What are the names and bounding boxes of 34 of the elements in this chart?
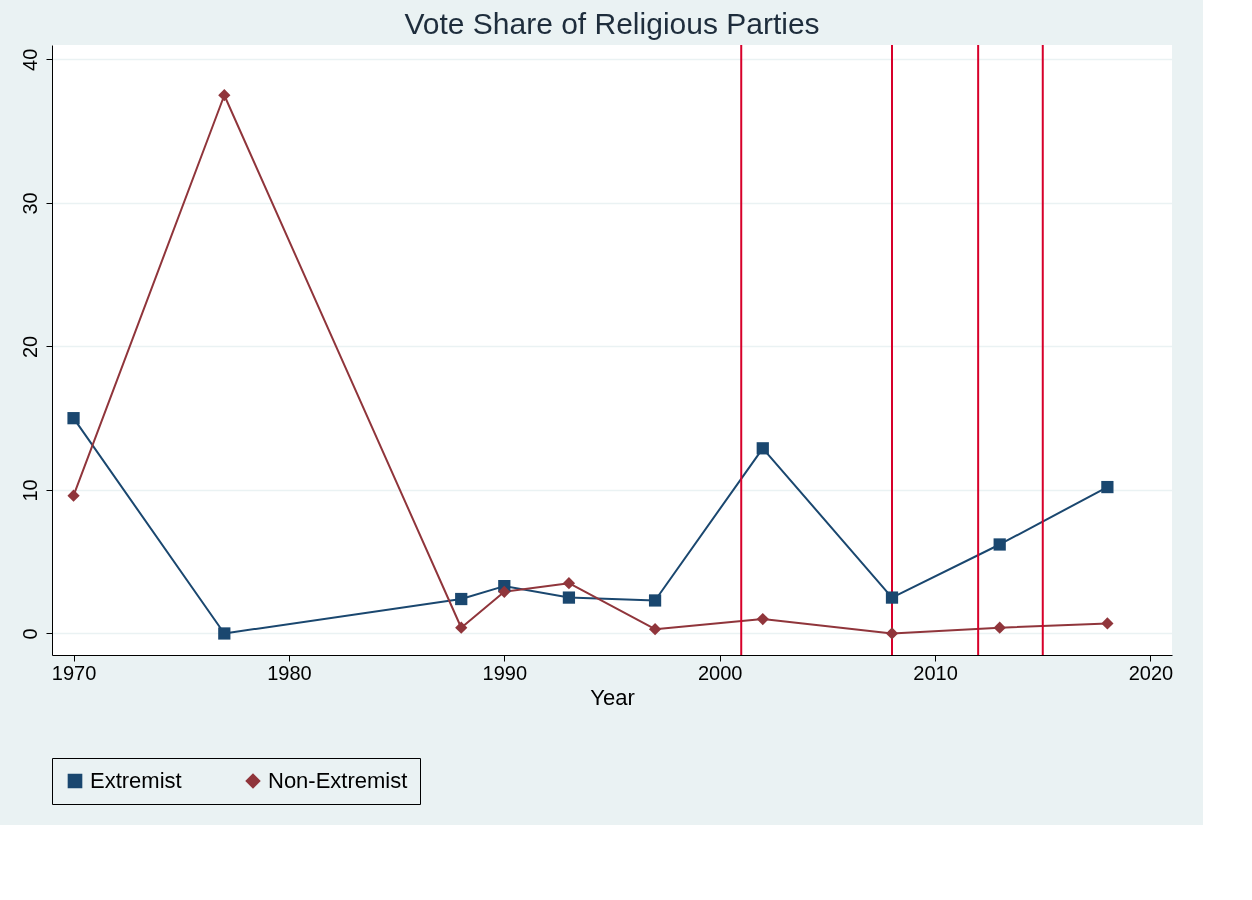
y-tick-label: 0 <box>18 628 41 640</box>
point <box>756 442 769 455</box>
x-tick-label: 1990 <box>482 661 528 684</box>
x-tick-label: 2020 <box>1128 661 1174 684</box>
point <box>67 412 80 425</box>
chart-title: Vote Share of Religious Parties <box>404 7 820 40</box>
x-tick-label: 2000 <box>697 661 743 684</box>
point <box>885 627 899 640</box>
point <box>498 585 511 598</box>
point <box>562 591 576 604</box>
point <box>648 623 662 636</box>
x-tick-label: 1980 <box>267 661 312 684</box>
x-tick-label: 1970 <box>51 661 97 684</box>
x-tick-label: 2010 <box>913 661 958 684</box>
point <box>67 489 80 502</box>
point <box>218 89 231 102</box>
point <box>993 621 1006 634</box>
point <box>562 577 576 590</box>
point <box>1101 480 1114 494</box>
point <box>218 627 231 640</box>
point <box>648 594 662 607</box>
y-tick-label: 30 <box>18 192 41 215</box>
legend-label: Extremist <box>90 768 182 793</box>
point <box>455 621 468 634</box>
point <box>455 592 468 606</box>
legend-label: Non-Extremist <box>268 768 408 793</box>
y-tick-label: 40 <box>18 48 41 71</box>
point <box>885 591 899 604</box>
point <box>1101 617 1114 630</box>
point <box>756 612 769 626</box>
y-tick-label: 10 <box>18 479 41 502</box>
x-axis-title: Year <box>590 684 635 710</box>
point <box>993 538 1006 551</box>
y-tick-label: 20 <box>18 335 41 359</box>
